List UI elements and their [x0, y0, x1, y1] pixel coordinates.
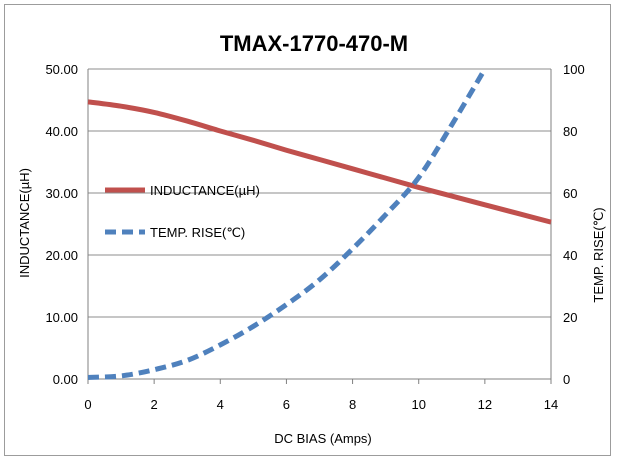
y-tick-label: 50.00: [45, 62, 78, 77]
x-tick-label: 10: [411, 397, 425, 412]
chart-title: TMAX-1770-470-M: [220, 31, 408, 56]
x-tick-label: 6: [283, 397, 290, 412]
y2-tick-label: 60: [563, 186, 577, 201]
y-tick-label: 20.00: [45, 248, 78, 263]
x-tick-label: 2: [151, 397, 158, 412]
chart-svg: TMAX-1770-470-M 0.00 10.00 20.00 30.00 40.00…: [17, 31, 606, 446]
y2-tick-label: 80: [563, 124, 577, 139]
inductance-line: [87, 99, 552, 225]
y-tick-label: 40.00: [45, 124, 78, 139]
y-tick-label: 0.00: [53, 372, 78, 387]
y2-tick-label: 20: [563, 310, 577, 325]
y2-axis-title: TEMP. RISE(℃): [591, 207, 606, 302]
x-tick-label: 14: [544, 397, 558, 412]
tick-labels: 0.0010.0020.0030.0040.0050.0002040608010…: [45, 62, 584, 412]
legend-label-temp-rise: TEMP. RISE(℃): [150, 225, 245, 240]
x-tick-label: 0: [84, 397, 91, 412]
legend: INDUCTANCE(µH) TEMP. RISE(℃): [105, 183, 260, 240]
y2-tick-label: 0: [563, 372, 570, 387]
grid-lines: [87, 68, 552, 384]
chart-frame: TMAX-1770-470-M 0.00 10.00 20.00 30.00 40.00…: [4, 4, 611, 456]
x-tick-label: 4: [217, 397, 224, 412]
x-tick-label: 12: [478, 397, 492, 412]
y-axis-title: INDUCTANCE(µH): [17, 168, 32, 278]
legend-label-inductance: INDUCTANCE(µH): [150, 183, 260, 198]
x-tick-label: 8: [349, 397, 356, 412]
y2-tick-label: 40: [563, 248, 577, 263]
x-axis-title: DC BIAS (Amps): [274, 431, 372, 446]
series-layer: [87, 67, 552, 380]
y2-tick-label: 100: [563, 62, 585, 77]
y-tick-label: 30.00: [45, 186, 78, 201]
y-tick-label: 10.00: [45, 310, 78, 325]
temp-rise-line: [87, 67, 488, 380]
